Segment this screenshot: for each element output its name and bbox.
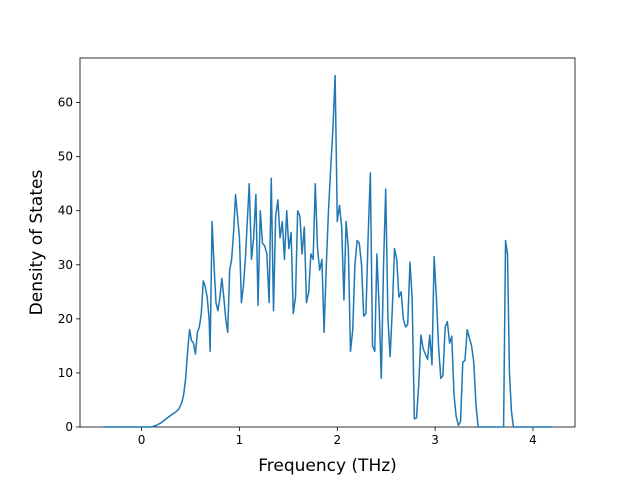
line [102,74,553,428]
y-tick-label: 0 [65,420,73,434]
x-axis-label: Frequency (THz) [258,456,397,476]
y-tick-label: 40 [58,204,73,218]
plot-frame [79,57,576,428]
x-tick-label: 2 [333,433,341,447]
y-tick-label: 60 [58,96,73,110]
y-tick-label: 10 [58,366,73,380]
x-tick-label: 3 [431,433,439,447]
y-axis-label: Density of States [27,170,47,316]
x-tick-label: 1 [236,433,244,447]
y-tick-label: 30 [58,258,73,272]
x-tick-label: 0 [138,433,146,447]
y-tick-label: 20 [58,312,73,326]
y-tick-label: 50 [58,150,73,164]
x-tick-label: 4 [529,433,537,447]
